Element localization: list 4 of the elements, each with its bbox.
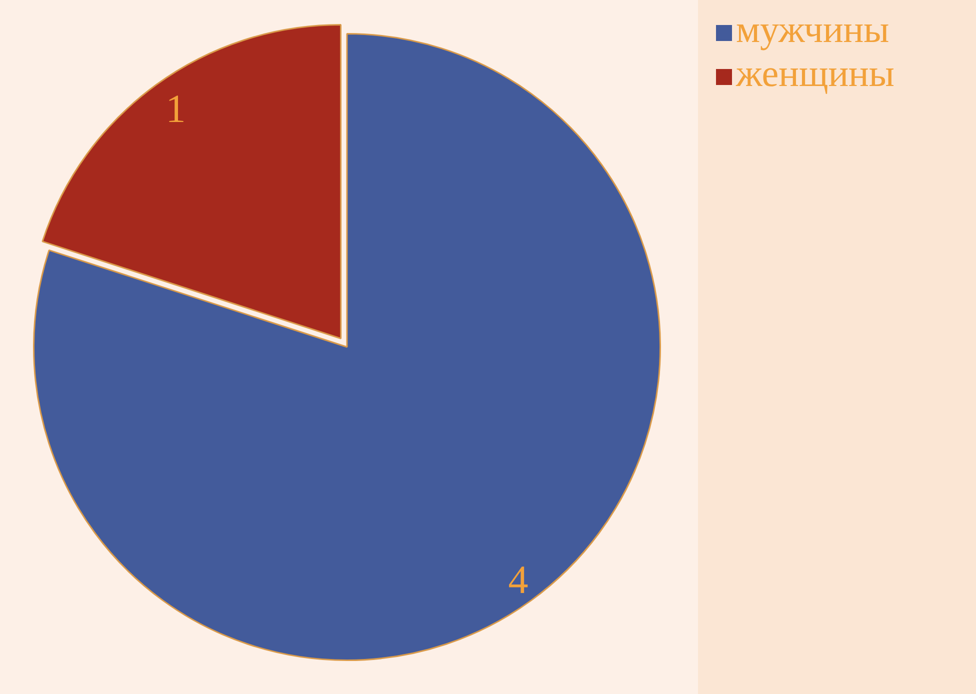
data-label: 4 (508, 557, 528, 602)
data-label: 1 (166, 86, 186, 131)
slice-label: мужчины (735, 8, 890, 52)
legend-label: женщины (734, 52, 894, 96)
